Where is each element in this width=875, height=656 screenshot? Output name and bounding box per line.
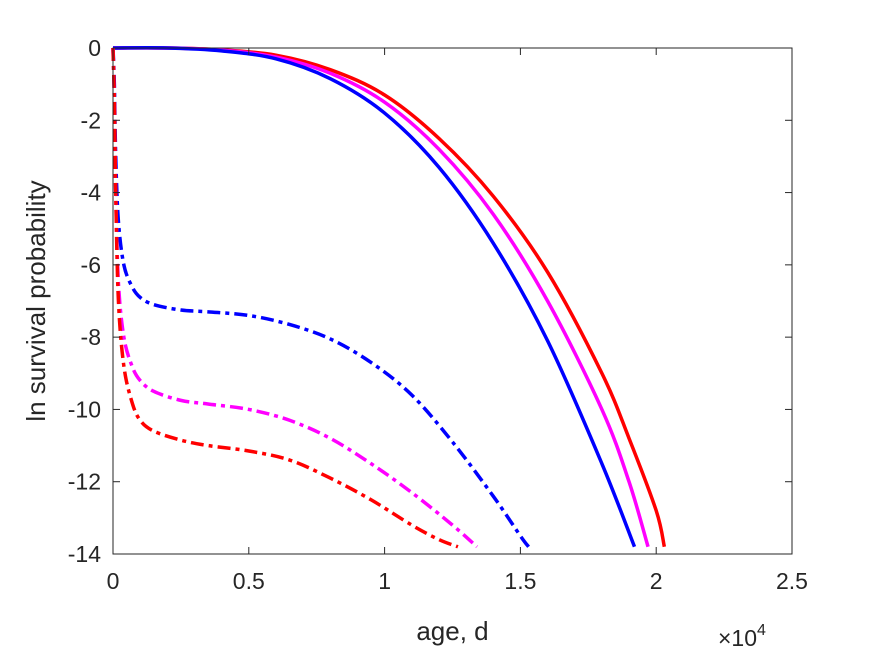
- x-tick-label: 2.5: [776, 568, 808, 594]
- x-axis-title: age, d: [416, 616, 488, 646]
- y-axis-title: ln survival probability: [21, 180, 51, 421]
- x-axis-ticks: 0 0.5 1 1.5 2 2.5: [107, 48, 808, 594]
- y-tick-label: -14: [68, 541, 101, 567]
- y-tick-label: 0: [88, 35, 101, 61]
- series-line-3: [112, 46, 637, 548]
- x-tick-label: 1: [378, 568, 391, 594]
- y-tick-label: -12: [68, 469, 101, 495]
- y-tick-label: -8: [81, 324, 101, 350]
- series-line-4: [111, 47, 530, 548]
- y-axis-ticks: 0 -2 -4 -6 -8 -10 -12 -14: [68, 35, 792, 567]
- x-tick-label: 0.5: [233, 568, 265, 594]
- plot-box: [112, 47, 793, 555]
- series-line-6: [111, 47, 459, 549]
- y-tick-label: -4: [81, 180, 102, 206]
- series-line-5: [111, 47, 479, 549]
- x-tick-label: 2: [650, 568, 663, 594]
- plot-lines: [111, 46, 667, 549]
- x-axis-exponent-power: 4: [757, 622, 766, 639]
- y-tick-label: -10: [68, 396, 101, 422]
- x-tick-label: 1.5: [504, 568, 536, 594]
- y-tick-label: -2: [81, 107, 101, 133]
- x-axis-exponent: ×104: [718, 622, 766, 651]
- x-tick-label: 0: [107, 568, 120, 594]
- x-axis-exponent-base: ×10: [718, 625, 757, 651]
- y-tick-label: -6: [81, 252, 101, 278]
